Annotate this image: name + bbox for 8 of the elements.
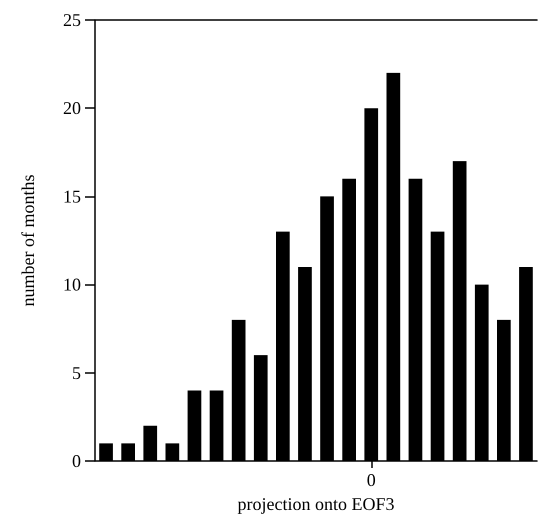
y-tick-label: 10 xyxy=(63,274,81,295)
y-tick-label: 20 xyxy=(63,98,81,118)
x-axis-title: projection onto EOF3 xyxy=(238,494,394,514)
y-tick-label: 15 xyxy=(63,186,81,206)
y-tick-label: 5 xyxy=(72,362,81,383)
y-tick-label: 0 xyxy=(72,451,81,471)
y-axis-title: number of months xyxy=(18,174,38,306)
y-tick-label: 25 xyxy=(63,10,81,30)
